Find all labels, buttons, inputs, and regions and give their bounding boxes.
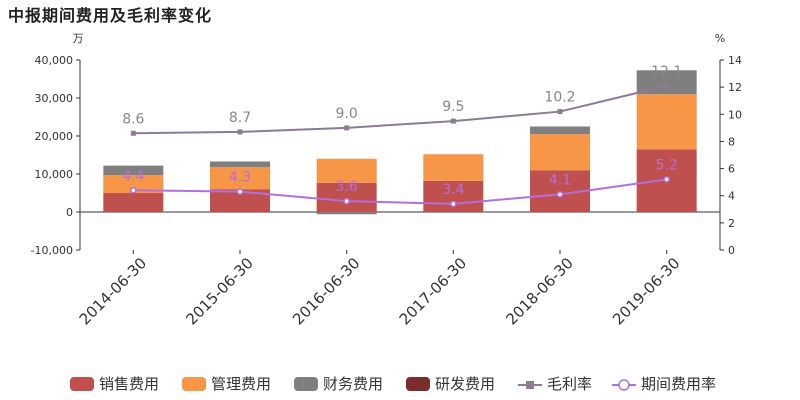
data-label-期间费用率: 4.1 [549, 172, 571, 188]
line-毛利率 [133, 84, 667, 135]
marker-毛利率 [664, 83, 670, 89]
x-tick-label: 2017-06-30 [396, 254, 470, 328]
left-tick-label: 10,000 [35, 168, 74, 181]
bar-财务费用 [103, 165, 164, 176]
x-tick-label: 2014-06-30 [76, 254, 150, 328]
right-tick-label: 14 [728, 54, 742, 67]
data-label-期间费用率: 3.4 [442, 182, 464, 198]
right-axis-unit: % [715, 32, 725, 45]
legend-marker-毛利率 [526, 381, 534, 389]
legend-label: 研发费用 [435, 375, 495, 393]
legend-label: 销售费用 [99, 375, 159, 393]
x-tick-label: 2015-06-30 [182, 254, 256, 328]
legend-label: 毛利率 [547, 375, 592, 393]
bar-管理费用 [636, 94, 697, 150]
legend-marker-期间费用率 [618, 379, 630, 391]
legend-label: 期间费用率 [641, 375, 716, 393]
legend-swatch-销售费用 [70, 377, 94, 391]
right-tick-label: 4 [728, 190, 735, 203]
marker-毛利率 [557, 109, 563, 115]
left-tick-label: 0 [66, 206, 73, 219]
marker-毛利率 [237, 129, 243, 135]
marker-期间费用率 [450, 200, 457, 208]
data-label-期间费用率: 4.4 [122, 168, 144, 184]
line-期间费用率 [133, 178, 667, 205]
left-tick-label: 40,000 [35, 54, 74, 67]
bar-财务费用 [210, 161, 270, 168]
marker-期间费用率 [236, 188, 244, 195]
right-tick-label: 2 [728, 217, 735, 230]
bar-管理费用 [423, 154, 484, 181]
x-tick-label: 2018-06-30 [502, 254, 576, 328]
bar-财务费用 [636, 70, 697, 95]
left-tick-label: -10,000 [31, 244, 73, 257]
legend-swatch-财务费用 [294, 377, 318, 391]
data-label-毛利率: 9.0 [336, 106, 358, 122]
marker-期间费用率 [130, 187, 137, 194]
data-label-毛利率: 12.1 [651, 64, 682, 80]
right-tick-label: 8 [728, 135, 735, 148]
data-label-毛利率: 8.7 [229, 110, 251, 126]
marker-期间费用率 [663, 176, 670, 183]
legend-label: 财务费用 [323, 375, 383, 393]
bar-财务费用 [530, 126, 590, 135]
bar-销售费用 [210, 189, 270, 212]
marker-毛利率 [130, 130, 136, 136]
bar-管理费用 [103, 175, 164, 193]
marker-毛利率 [344, 125, 350, 131]
right-tick-label: 6 [728, 163, 735, 176]
bar-管理费用 [316, 158, 377, 183]
legend-swatch-研发费用 [406, 377, 430, 391]
chart-title: 中报期间费用及毛利率变化 [8, 6, 213, 25]
x-tick-label: 2019-06-30 [609, 254, 683, 328]
bar-销售费用 [103, 193, 164, 212]
data-label-毛利率: 9.5 [442, 99, 464, 115]
legend-swatch-管理费用 [182, 377, 206, 391]
bar-销售费用 [316, 182, 377, 212]
right-tick-label: 0 [728, 244, 735, 257]
legend-label: 管理费用 [211, 375, 271, 393]
bar-管理费用 [210, 167, 270, 190]
data-label-期间费用率: 3.6 [336, 179, 358, 195]
bar-财务费用 [316, 212, 377, 215]
x-tick-label: 2016-06-30 [289, 254, 363, 328]
data-label-期间费用率: 5.2 [656, 157, 678, 173]
marker-毛利率 [450, 118, 456, 124]
marker-期间费用率 [343, 197, 350, 205]
data-label-毛利率: 10.2 [544, 90, 575, 106]
bar-管理费用 [530, 134, 590, 171]
data-label-期间费用率: 4.3 [229, 170, 251, 186]
left-tick-label: 30,000 [35, 92, 74, 105]
right-tick-label: 10 [728, 108, 742, 121]
marker-期间费用率 [556, 191, 564, 198]
left-tick-label: 20,000 [35, 130, 74, 143]
right-tick-label: 12 [728, 81, 742, 94]
left-axis-unit: 万 [73, 32, 84, 45]
data-label-毛利率: 8.6 [122, 111, 144, 127]
